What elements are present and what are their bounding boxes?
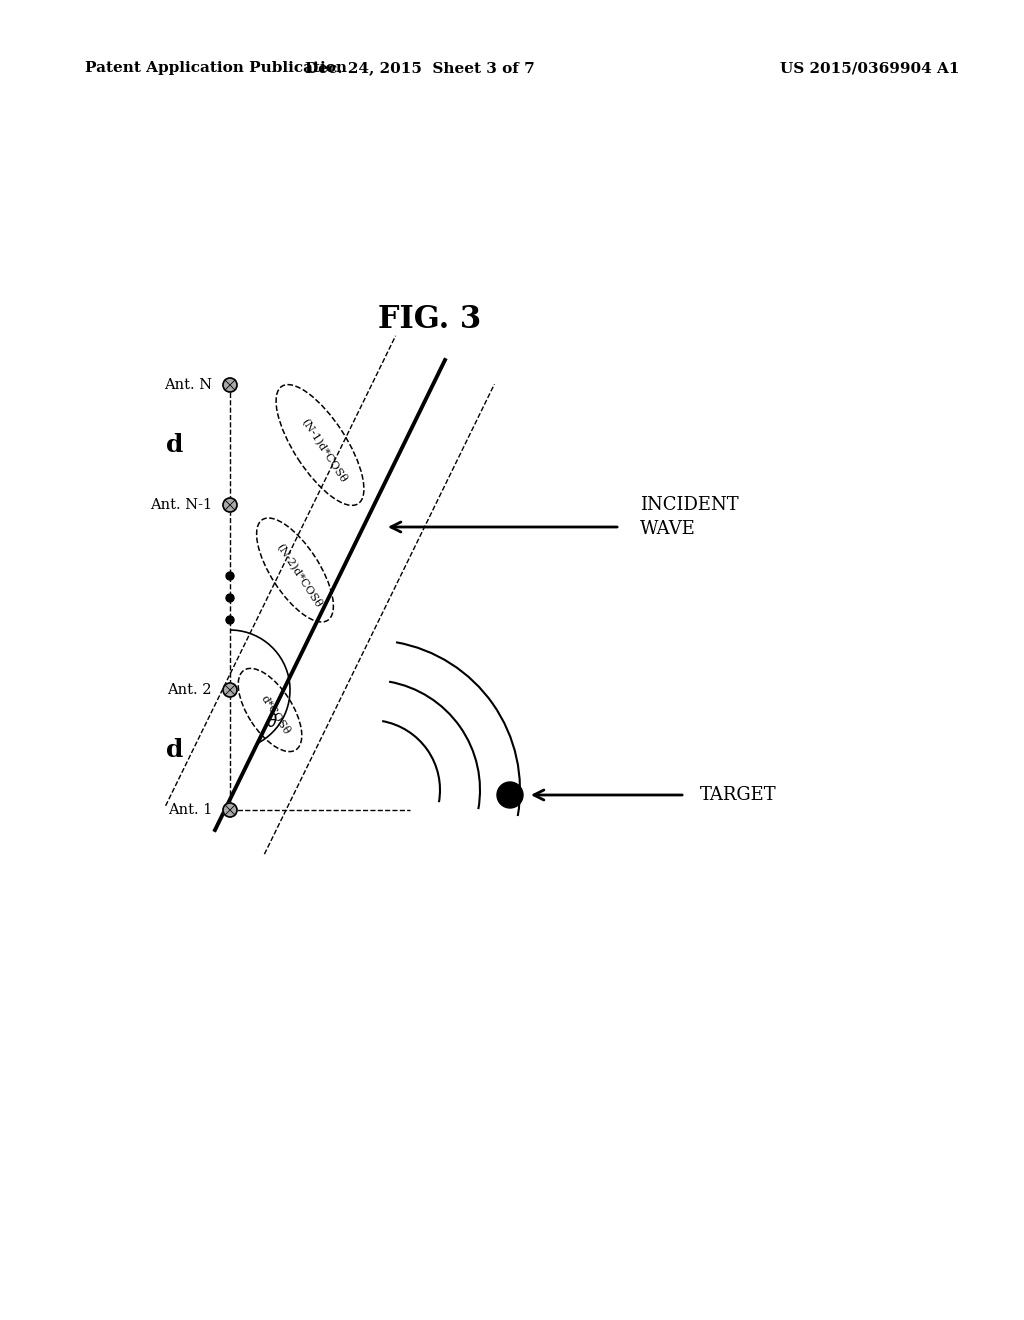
Circle shape <box>226 572 234 579</box>
Circle shape <box>223 682 237 697</box>
Circle shape <box>226 616 234 624</box>
Text: Ant. N-1: Ant. N-1 <box>150 498 212 512</box>
Circle shape <box>223 803 237 817</box>
Text: Ant. 2: Ant. 2 <box>168 682 212 697</box>
Text: d: d <box>166 433 183 457</box>
Text: Dec. 24, 2015  Sheet 3 of 7: Dec. 24, 2015 Sheet 3 of 7 <box>305 61 535 75</box>
Text: Ant. 1: Ant. 1 <box>168 803 212 817</box>
Circle shape <box>223 378 237 392</box>
Text: $\theta$: $\theta$ <box>266 713 278 731</box>
Text: (N-2)d*COSθ: (N-2)d*COSθ <box>275 541 325 609</box>
Text: Patent Application Publication: Patent Application Publication <box>85 61 347 75</box>
Text: d*COSθ: d*COSθ <box>259 693 291 737</box>
Text: (N-1)d*COSθ: (N-1)d*COSθ <box>300 416 349 484</box>
Text: TARGET: TARGET <box>700 785 776 804</box>
Text: US 2015/0369904 A1: US 2015/0369904 A1 <box>780 61 959 75</box>
Circle shape <box>223 498 237 512</box>
Text: FIG. 3: FIG. 3 <box>379 305 481 335</box>
Text: Ant. N: Ant. N <box>164 378 212 392</box>
Circle shape <box>226 594 234 602</box>
Text: d: d <box>166 738 183 762</box>
Text: INCIDENT
WAVE: INCIDENT WAVE <box>640 495 738 539</box>
Circle shape <box>497 781 523 808</box>
